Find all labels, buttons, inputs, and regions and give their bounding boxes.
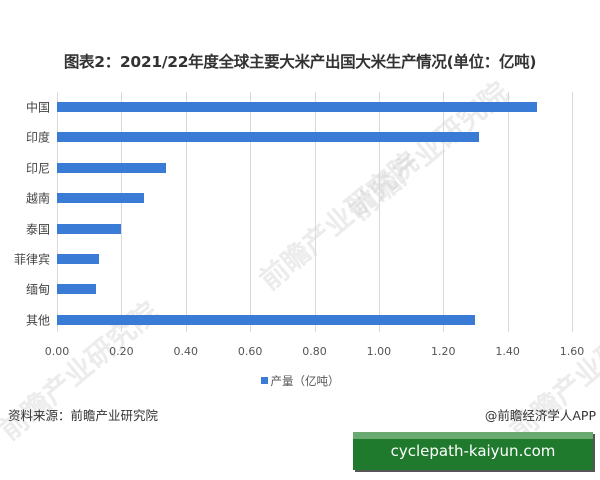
gridline [507,92,509,332]
x-tick-label: 0.00 [44,345,70,358]
category-label: 缅甸 [25,282,50,297]
bar[interactable] [57,284,96,295]
category-label: 印度 [25,130,50,145]
gridline [378,92,380,332]
x-tick-label: 0.40 [173,345,199,358]
gridline [572,92,573,332]
gridline [121,92,123,332]
legend-label: 产量（亿吨） [270,374,340,388]
x-tick-label: 0.20 [109,345,134,358]
bar[interactable] [57,254,99,264]
source-note: 资料来源：前瞻产业研究院 [8,408,159,423]
gridline [250,92,252,332]
category-label: 菲律宾 [13,252,50,267]
gridline [57,92,58,332]
legend: 产量（亿吨） [0,373,600,389]
site-label-banner[interactable]: cyclepath-kaiyun.com [353,432,593,470]
bar[interactable] [57,102,537,112]
x-tick-label: 1.40 [495,345,520,358]
x-tick-label: 0.80 [302,345,327,358]
category-label: 印尼 [25,161,50,176]
bar[interactable] [57,193,144,204]
x-tick-label: 1.00 [366,345,392,358]
plot-area [57,92,573,332]
category-label: 其他 [25,313,50,328]
bar[interactable] [57,132,479,143]
bar[interactable] [57,314,476,325]
bar[interactable] [57,162,167,173]
x-tick-label: 1.60 [559,345,585,358]
credit-note: @前瞻经济学人APP [484,408,596,423]
bar[interactable] [57,223,122,234]
x-tick-label: 0.60 [237,345,263,358]
category-label: 泰国 [25,222,50,237]
category-label: 中国 [25,100,50,115]
x-tick-label: 1.20 [431,345,456,358]
category-label: 越南 [25,191,50,206]
chart-title: 图表2：2021/22年度全球主要大米产出国大米生产情况(单位：亿吨) [63,53,537,71]
gridline [443,92,445,332]
gridline [185,92,187,332]
legend-swatch-icon [260,377,268,384]
gridline [314,92,316,332]
banner-strip [353,432,593,439]
site-label[interactable]: cyclepath-kaiyun.com [390,442,556,460]
